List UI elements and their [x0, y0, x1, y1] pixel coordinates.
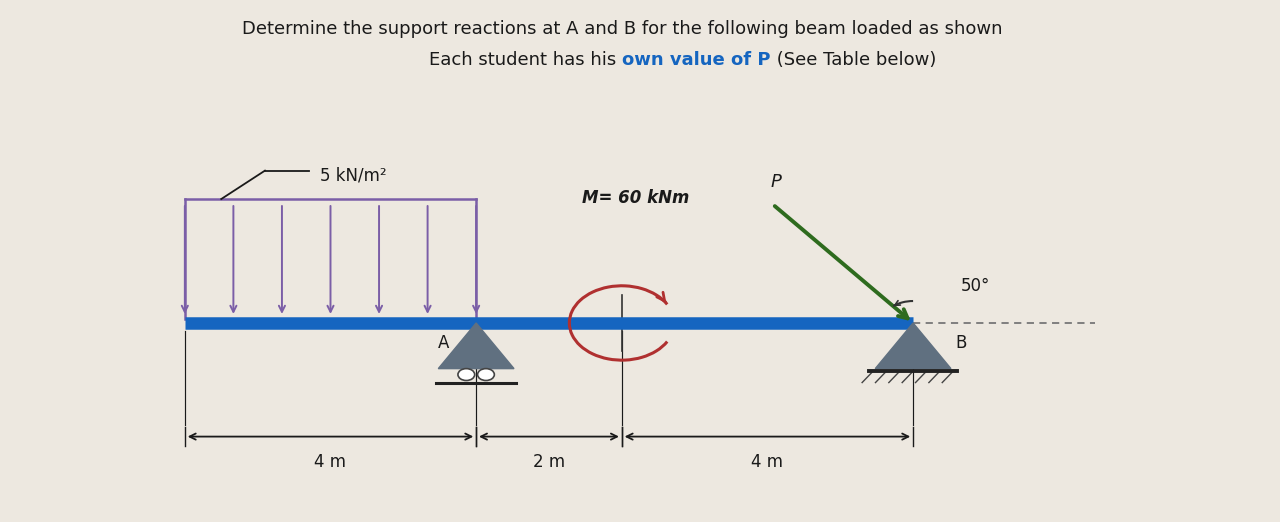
Text: A: A [438, 334, 449, 352]
Text: M= 60 kNm: M= 60 kNm [581, 189, 689, 207]
Text: 4 m: 4 m [751, 453, 783, 471]
Text: 50°: 50° [960, 277, 989, 295]
Polygon shape [438, 323, 515, 369]
Text: Determine the support reactions at A and B for the following beam loaded as show: Determine the support reactions at A and… [242, 20, 1002, 38]
Text: 2 m: 2 m [532, 453, 564, 471]
Text: P: P [771, 173, 782, 192]
Circle shape [458, 369, 475, 381]
Text: Each student has his: Each student has his [429, 51, 622, 68]
Text: 5 kN/m²: 5 kN/m² [320, 167, 387, 185]
Text: B: B [955, 334, 966, 352]
Text: 4 m: 4 m [315, 453, 347, 471]
Circle shape [477, 369, 494, 381]
Text: own value of P: own value of P [622, 51, 771, 68]
Text: (See Table below): (See Table below) [771, 51, 937, 68]
Polygon shape [876, 323, 951, 369]
